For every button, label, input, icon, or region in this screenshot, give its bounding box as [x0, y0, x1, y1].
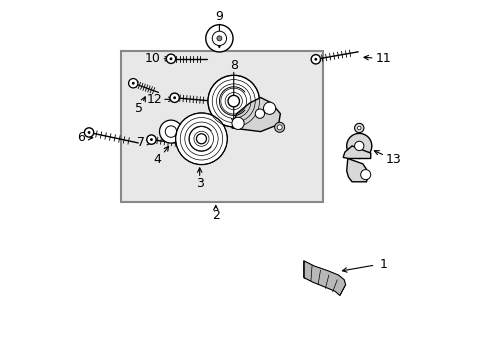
Circle shape — [212, 31, 226, 45]
Text: 12: 12 — [146, 93, 162, 106]
Text: 6: 6 — [77, 131, 85, 144]
Text: 3: 3 — [195, 177, 203, 190]
Circle shape — [357, 126, 360, 130]
Circle shape — [84, 128, 94, 137]
Circle shape — [217, 36, 222, 41]
Text: 11: 11 — [375, 52, 390, 65]
Circle shape — [207, 75, 259, 127]
Polygon shape — [231, 98, 280, 132]
Bar — [121, 51, 323, 202]
Text: 10: 10 — [145, 52, 161, 65]
Circle shape — [314, 58, 317, 61]
Polygon shape — [346, 158, 367, 182]
Circle shape — [205, 25, 233, 52]
Circle shape — [169, 57, 172, 60]
Circle shape — [146, 135, 156, 144]
Circle shape — [354, 123, 363, 133]
Text: 2: 2 — [211, 210, 219, 222]
Circle shape — [166, 54, 175, 63]
Circle shape — [227, 95, 239, 107]
Text: 7: 7 — [136, 136, 144, 149]
Circle shape — [274, 122, 284, 132]
Circle shape — [354, 141, 363, 150]
Circle shape — [310, 55, 320, 64]
Circle shape — [132, 82, 134, 85]
Circle shape — [346, 134, 371, 158]
Circle shape — [128, 78, 138, 88]
Circle shape — [150, 138, 153, 141]
Text: 5: 5 — [134, 102, 142, 115]
Circle shape — [263, 102, 275, 114]
Text: 9: 9 — [215, 10, 223, 23]
Text: 8: 8 — [229, 59, 237, 72]
Polygon shape — [303, 261, 345, 296]
Circle shape — [277, 125, 282, 130]
Circle shape — [87, 131, 90, 134]
Circle shape — [175, 113, 227, 165]
Circle shape — [159, 120, 182, 143]
Circle shape — [360, 170, 370, 180]
Text: 4: 4 — [153, 153, 162, 166]
Circle shape — [196, 134, 206, 144]
Circle shape — [255, 109, 264, 118]
Circle shape — [231, 117, 244, 130]
Circle shape — [170, 93, 179, 102]
Text: 1: 1 — [379, 258, 387, 271]
Text: 13: 13 — [385, 153, 401, 166]
Circle shape — [173, 96, 176, 99]
Polygon shape — [343, 146, 370, 158]
